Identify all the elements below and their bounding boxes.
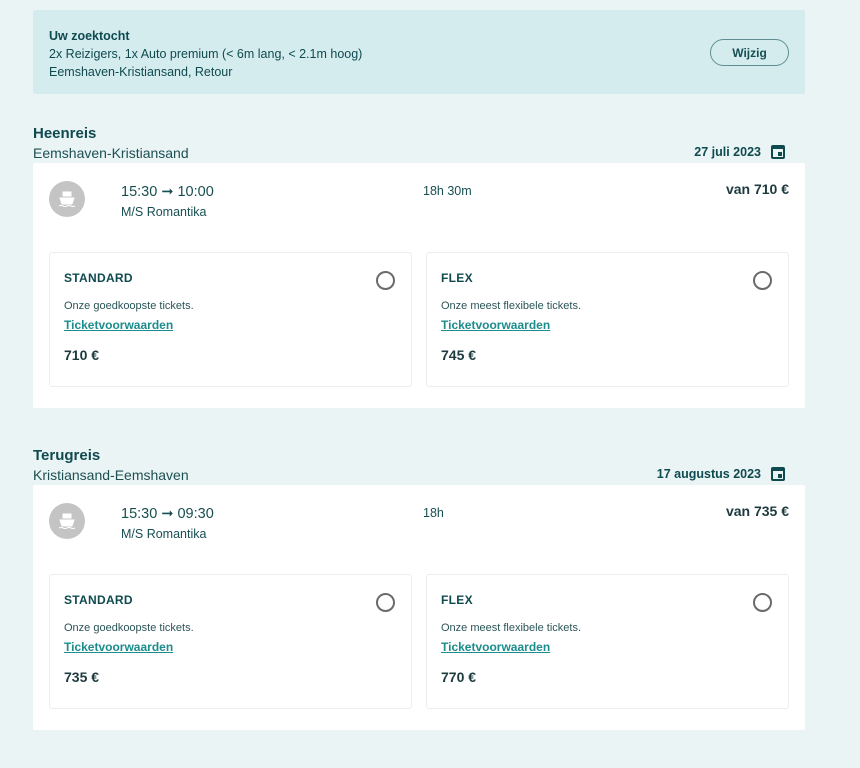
- calendar-icon[interactable]: [771, 467, 785, 481]
- leg-date[interactable]: 27 juli 2023: [694, 145, 785, 159]
- ticket-radio[interactable]: [753, 271, 772, 290]
- leg-title: Heenreis: [33, 125, 97, 142]
- leg-title: Terugreis: [33, 447, 101, 464]
- ticket-description: Onze meest flexibele tickets.: [441, 300, 582, 312]
- leg-route: Kristiansand-Eemshaven: [33, 467, 189, 483]
- sailing-times: 15:30 ➞ 09:30: [121, 506, 214, 522]
- ticket-conditions-link[interactable]: Ticketvoorwaarden: [64, 640, 174, 654]
- ticket-name: FLEX: [441, 271, 473, 285]
- journey-section: Terugreis Kristiansand-Eemshaven 17 augu…: [33, 447, 805, 730]
- ticket-radio[interactable]: [376, 271, 395, 290]
- ticket-name: FLEX: [441, 593, 473, 607]
- sailing-card: 15:30 ➞ 10:00 M/S Romantika 18h 30m van …: [33, 163, 805, 408]
- ticket-option-standard[interactable]: STANDARD Onze goedkoopste tickets. Ticke…: [49, 252, 412, 387]
- search-title: Uw zoektocht: [49, 29, 130, 43]
- leg-route: Eemshaven-Kristiansand: [33, 145, 189, 161]
- vessel-name: M/S Romantika: [121, 205, 207, 219]
- leg-date[interactable]: 17 augustus 2023: [657, 467, 785, 481]
- ticket-name: STANDARD: [64, 593, 133, 607]
- from-price: van 710 €: [725, 181, 789, 197]
- ticket-conditions-link[interactable]: Ticketvoorwaarden: [64, 318, 174, 332]
- sailing-duration: 18h: [423, 506, 444, 520]
- sailing-times: 15:30 ➞ 10:00: [121, 184, 214, 200]
- ferry-icon: [49, 181, 85, 217]
- ticket-price: 770 €: [441, 669, 477, 685]
- search-summary: Uw zoektocht 2x Reizigers, 1x Auto premi…: [33, 10, 805, 94]
- date-label: 27 juli 2023: [694, 145, 761, 159]
- vessel-name: M/S Romantika: [121, 527, 207, 541]
- ticket-description: Onze goedkoopste tickets.: [64, 300, 194, 312]
- ticket-name: STANDARD: [64, 271, 133, 285]
- ticket-option-flex[interactable]: FLEX Onze meest flexibele tickets. Ticke…: [426, 574, 789, 709]
- ticket-price: 735 €: [64, 669, 100, 685]
- date-label: 17 augustus 2023: [656, 467, 761, 481]
- ticket-price: 745 €: [441, 347, 477, 363]
- ticket-conditions-link[interactable]: Ticketvoorwaarden: [441, 318, 551, 332]
- search-route: Eemshaven-Kristiansand, Retour: [49, 65, 233, 79]
- ticket-price: 710 €: [64, 347, 100, 363]
- search-passengers: 2x Reizigers, 1x Auto premium (< 6m lang…: [49, 47, 363, 61]
- ticket-description: Onze goedkoopste tickets.: [64, 622, 194, 634]
- ticket-conditions-link[interactable]: Ticketvoorwaarden: [441, 640, 551, 654]
- ticket-option-flex[interactable]: FLEX Onze meest flexibele tickets. Ticke…: [426, 252, 789, 387]
- sailing-duration: 18h 30m: [423, 184, 472, 198]
- ticket-radio[interactable]: [753, 593, 772, 612]
- journey-section: Heenreis Eemshaven-Kristiansand 27 juli …: [33, 125, 805, 408]
- ticket-radio[interactable]: [376, 593, 395, 612]
- edit-search-button[interactable]: Wijzig: [710, 39, 789, 66]
- ferry-icon: [49, 503, 85, 539]
- sailing-card: 15:30 ➞ 09:30 M/S Romantika 18h van 735 …: [33, 485, 805, 730]
- ticket-description: Onze meest flexibele tickets.: [441, 622, 582, 634]
- calendar-icon[interactable]: [771, 145, 785, 159]
- ticket-option-standard[interactable]: STANDARD Onze goedkoopste tickets. Ticke…: [49, 574, 412, 709]
- from-price: van 735 €: [725, 503, 789, 519]
